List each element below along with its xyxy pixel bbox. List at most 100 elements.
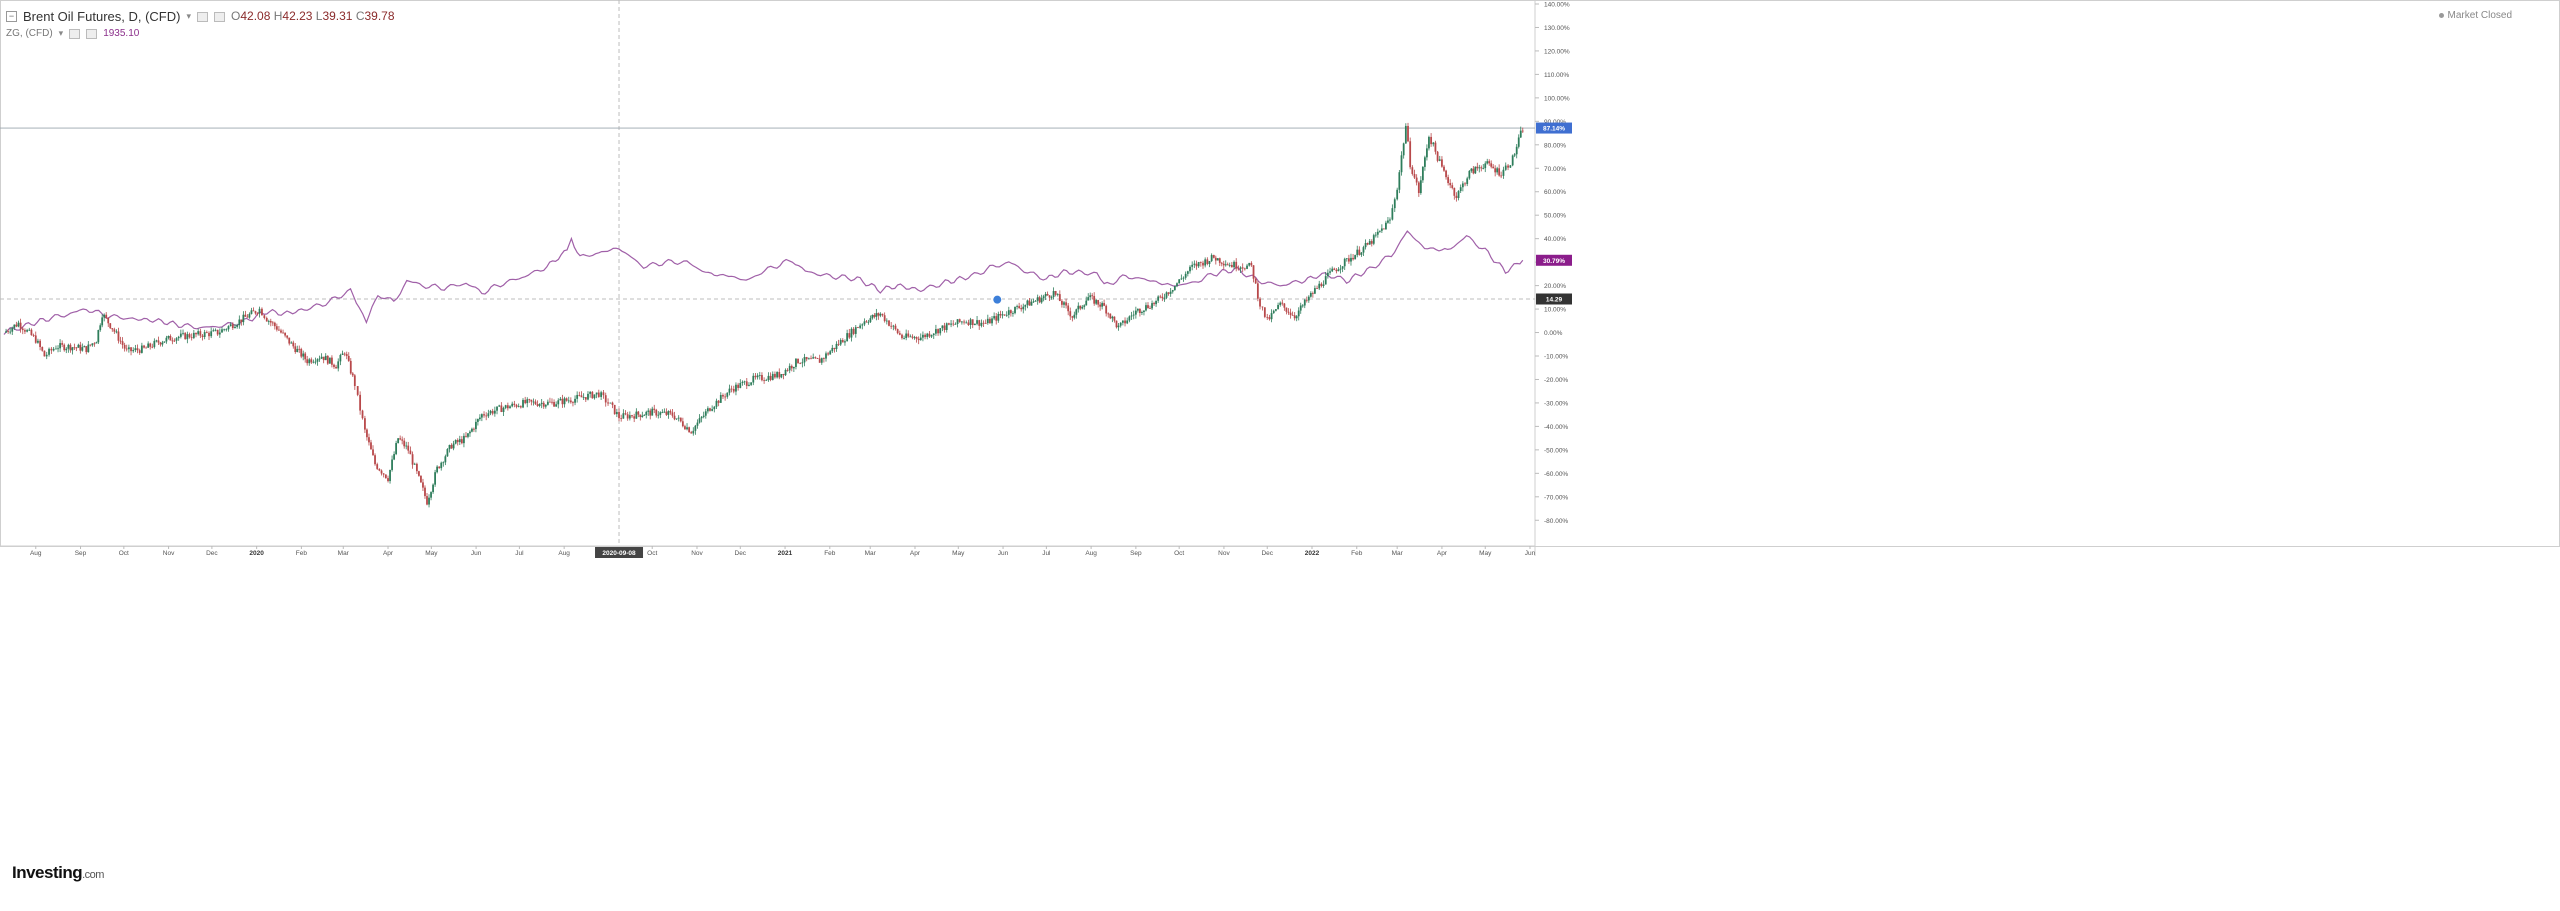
brent-candle [587,391,589,401]
candle-body [199,331,202,336]
brent-candle [436,465,439,474]
brent-candle [1301,304,1304,308]
brent-candle [169,334,172,341]
candle-body [460,439,463,444]
brent-candle [407,441,410,454]
candle-body [229,324,232,327]
brent-candle [1218,257,1221,267]
candle-body [1204,259,1207,266]
brent-candle [890,322,893,330]
remove-icon[interactable] [214,11,225,22]
candle-body [252,310,255,312]
brent-candle [225,328,228,332]
candle-body [735,384,737,392]
settings-icon[interactable] [197,11,208,22]
brent-candle [928,330,931,339]
candle-body [467,433,469,437]
chart-legend: − Brent Oil Futures, D, (CFD) ▾ O42.08 H… [6,8,395,42]
candle-body [1343,258,1346,267]
brent-candle [915,336,918,343]
compare-symbol-label[interactable]: ZG, (CFD) [6,28,53,39]
brent-candle [454,439,457,445]
brent-candle [458,435,461,446]
brent-candle [434,469,436,487]
brent-candle [1459,184,1462,194]
crosshair-x-badge [595,547,644,558]
brent-candle [989,317,991,324]
settings-icon[interactable] [69,28,81,39]
chevron-down-icon[interactable]: ▾ [58,28,64,38]
brent-candle [618,408,620,422]
candle-body [756,375,759,378]
candle-body [376,464,379,469]
brent-candle [384,474,387,479]
candle-body [584,397,587,400]
candle-body [1136,308,1139,311]
candle-body [1387,220,1389,223]
candle-body [483,414,485,416]
logo-brand: Investing [12,863,83,882]
candle-body [411,454,414,465]
collapse-legend-icon[interactable]: − [6,11,17,22]
candle-body [1333,268,1336,270]
remove-icon[interactable] [86,28,98,39]
brent-candle [446,448,449,457]
candle-body [875,313,878,317]
brent-candle [147,341,150,348]
brent-candle [1226,262,1229,266]
candle-body [820,358,823,363]
candle-body [965,322,968,324]
candle-body [694,425,697,431]
candle-body [382,473,385,475]
brent-candle [248,312,251,319]
candle-body [1081,306,1084,309]
brent-candle [111,328,114,332]
brent-candle [754,373,757,380]
x-tick-label: 2022 [1305,550,1320,557]
candle-body [454,440,457,444]
brent-candle [115,329,118,334]
brent-candle [483,411,485,418]
brent-candle [1293,312,1296,321]
candle-body [254,311,257,314]
candle-body [1299,305,1302,311]
candle-body [1354,255,1357,260]
y-tick-label: 50.00% [1544,213,1566,220]
candle-body [795,358,797,367]
candle-body [1436,151,1439,161]
brent-candle [628,411,631,421]
low-label: L [315,9,323,23]
brent-candle [901,333,903,340]
brent-candle [879,312,882,318]
brent-candle [30,328,33,336]
brent-candle [292,340,295,349]
candle-body [244,314,247,317]
brent-candle [143,344,145,349]
candle-body [399,438,402,440]
brent-candle [1119,322,1122,328]
brent-candle [538,403,541,408]
candle-body [1065,302,1067,306]
brent-candle [1297,307,1300,321]
brent-candle [1484,161,1487,173]
candle-body [844,341,846,343]
brent-candle [978,319,981,330]
chevron-down-icon[interactable]: ▾ [186,11,191,21]
brent-candle [542,401,545,409]
brent-candle [1069,307,1072,320]
candle-body [1341,266,1344,269]
candle-body [1132,314,1135,316]
candle-body [698,418,701,423]
brent-candle [1121,320,1124,326]
brent-candle [865,320,868,323]
y-tick-label: 70.00% [1544,166,1566,173]
candle-body [812,357,815,359]
brent-candle [1426,144,1428,161]
crosshair-y-badge-bg [1536,293,1572,305]
candle-body [1441,159,1443,167]
candle-body [892,325,895,327]
candle-body [761,375,763,381]
symbol-title[interactable]: Brent Oil Futures, D, (CFD) [23,9,181,24]
brent-candle [356,386,359,397]
